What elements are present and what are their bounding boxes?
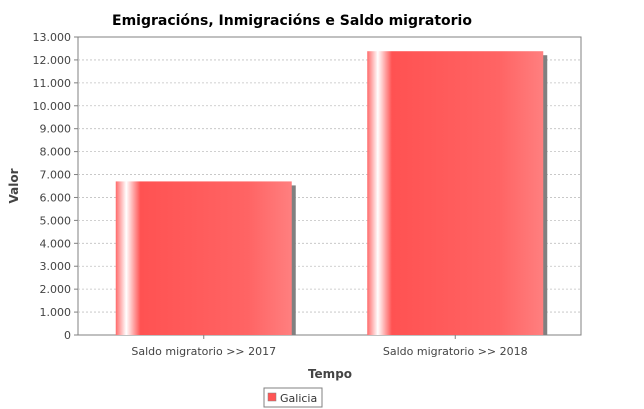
bar: [367, 51, 544, 335]
y-tick-label: 11.000: [33, 77, 72, 90]
x-axis-label: Tempo: [308, 367, 352, 381]
y-tick-label: 9.000: [40, 123, 72, 136]
y-tick-label: 13.000: [33, 31, 72, 44]
y-tick-label: 1.000: [40, 306, 72, 319]
legend: Galicia: [263, 387, 323, 408]
y-tick-label: 8.000: [40, 146, 72, 159]
x-tick-label: Saldo migratorio >> 2018: [383, 345, 528, 358]
legend-swatch: [267, 392, 277, 402]
y-tick-label: 6.000: [40, 191, 72, 204]
y-axis-label: Valor: [7, 168, 21, 203]
y-tick-label: 4.000: [40, 237, 72, 250]
legend-label: Galicia: [280, 392, 317, 405]
bar: [115, 181, 292, 335]
y-tick-label: 12.000: [33, 54, 72, 67]
y-axis-ticks: 0 1.000 2.000 3.000 4.000 5.000 6.000 7.000 8.00…: [33, 31, 78, 342]
y-tick-label: 0: [64, 329, 71, 342]
y-tick-label: 2.000: [40, 283, 72, 296]
y-tick-label: 10.000: [33, 100, 72, 113]
chart-title: Emigracións, Inmigracións e Saldo migrat…: [112, 13, 472, 29]
y-tick-label: 7.000: [40, 169, 72, 182]
y-tick-label: 3.000: [40, 260, 72, 273]
x-tick-label: Saldo migratorio >> 2017: [131, 345, 276, 358]
bars: [115, 51, 544, 335]
y-tick-label: 5.000: [40, 214, 72, 227]
legend-box: [263, 387, 323, 408]
x-axis-ticks: Saldo migratorio >> 2017 Saldo migratorio…: [131, 335, 528, 358]
